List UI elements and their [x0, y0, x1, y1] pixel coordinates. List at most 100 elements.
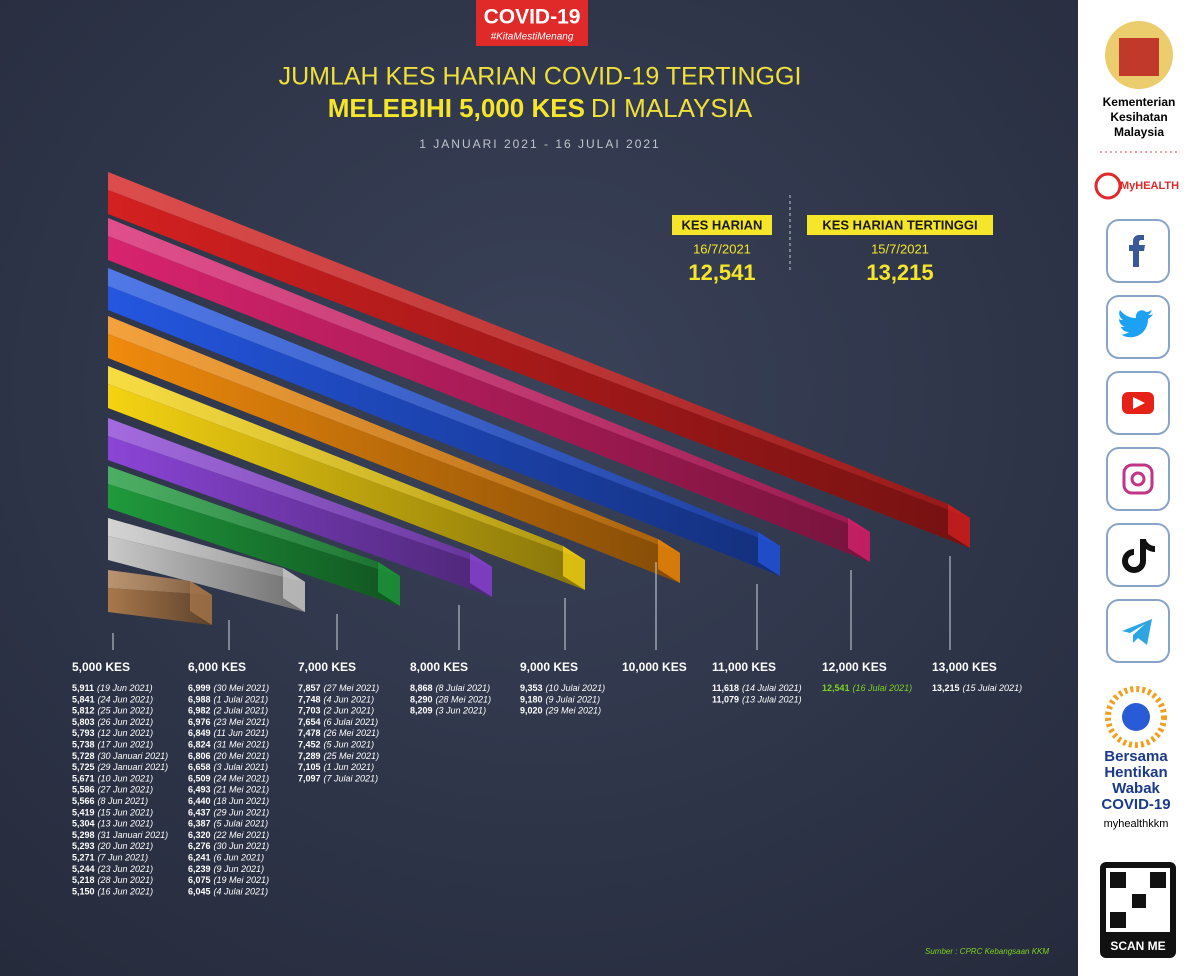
- bar-front-shade: [108, 334, 680, 583]
- bar-end: [848, 518, 870, 562]
- stat-date: 15/7/2021: [871, 241, 929, 256]
- entry-date: (13 Jun 2021): [98, 819, 154, 829]
- qr-eye: [1110, 872, 1126, 888]
- entry: 5,244 (23 Jun 2021): [72, 864, 153, 874]
- badge: [476, 0, 588, 46]
- entry-date: (7 Jun 2021): [98, 853, 149, 863]
- entry-date: (30 Januari 2021): [98, 751, 169, 761]
- campaign-2: Hentikan: [1104, 764, 1167, 781]
- entry: 5,271 (7 Jun 2021): [72, 853, 148, 863]
- telegram-glyph: [1122, 619, 1152, 645]
- entry: 5,566 (8 Jun 2021): [72, 796, 148, 806]
- column-label: 5,000 KES: [72, 660, 130, 674]
- entry: 6,849 (11 Jun 2021): [188, 729, 268, 739]
- crest-shield: [1119, 38, 1159, 76]
- entry: 6,999 (30 Mei 2021): [188, 683, 269, 693]
- instagram-glyph: [1122, 463, 1154, 495]
- bar-end: [658, 539, 680, 583]
- campaign-1: Bersama: [1104, 748, 1168, 765]
- entry: 11,618 (14 Julai 2021): [712, 683, 802, 693]
- social-icon: [1106, 523, 1170, 587]
- entry-date: (30 Jun 2021): [214, 842, 270, 852]
- bar-top-shade: [108, 466, 400, 576]
- entry-cases: 6,976: [188, 717, 211, 727]
- entry-cases: 6,999: [188, 683, 211, 693]
- entry-date: (6 Julai 2021): [324, 717, 379, 727]
- entry-date: (2 Julai 2021): [214, 706, 269, 716]
- bar-front-shade: [108, 536, 305, 612]
- entry: 6,988 (1 Julai 2021): [188, 695, 268, 705]
- entry: 7,857 (27 Mei 2021): [298, 683, 379, 693]
- bar-end: [758, 532, 780, 576]
- entry-cases: 5,738: [72, 740, 95, 750]
- entry: 6,806 (20 Mei 2021): [188, 751, 269, 761]
- entry-cases: 6,988: [188, 695, 211, 705]
- column-label: 8,000 KES: [410, 660, 468, 674]
- column-label: 11,000 KES: [712, 660, 776, 674]
- bar-top-shade: [108, 366, 585, 560]
- entry: 7,703 (2 Jun 2021): [298, 706, 374, 716]
- entry-cases: 5,244: [72, 864, 95, 874]
- entry: 5,911 (19 Jun 2021): [72, 683, 153, 693]
- entry-date: (9 Julai 2021): [546, 695, 601, 705]
- entry-cases: 5,419: [72, 808, 95, 818]
- bar-front-shade: [108, 588, 212, 625]
- stat-value: 13,215: [866, 260, 933, 285]
- entry-cases: 7,654: [298, 717, 321, 727]
- campaign-logo-core: [1122, 703, 1150, 731]
- bar-end: [948, 504, 970, 548]
- stat-date: 16/7/2021: [693, 241, 751, 256]
- entry: 6,387 (5 Julai 2021): [188, 819, 268, 829]
- entry-cases: 5,812: [72, 706, 95, 716]
- entry: 6,437 (29 Jun 2021): [188, 808, 269, 818]
- bar-end: [283, 568, 305, 612]
- entry-date: (5 Julai 2021): [214, 819, 269, 829]
- entry-date: (4 Jun 2021): [324, 695, 375, 705]
- scan-me: SCAN ME: [1110, 939, 1165, 953]
- bar-end: [470, 553, 492, 597]
- entry: 5,304 (13 Jun 2021): [72, 819, 153, 829]
- entry: 6,440 (18 Jun 2021): [188, 796, 269, 806]
- stat-label-box: [672, 215, 772, 235]
- entry: 5,803 (26 Jun 2021): [72, 717, 153, 727]
- entry: 5,841 (24 Jun 2021): [72, 695, 153, 705]
- entry-cases: 6,320: [188, 830, 211, 840]
- entry: 5,586 (27 Jun 2021): [72, 785, 153, 795]
- entry: 7,105 (1 Jun 2021): [298, 762, 374, 772]
- column-label: 9,000 KES: [520, 660, 578, 674]
- entry-date: (21 Mei 2021): [214, 785, 270, 795]
- column-label: 13,000 KES: [932, 660, 997, 674]
- entry-cases: 5,150: [72, 887, 95, 897]
- entry: 6,493 (21 Mei 2021): [188, 785, 269, 795]
- bar-end: [378, 562, 400, 606]
- entry: 5,419 (15 Jun 2021): [72, 808, 153, 818]
- entry: 6,982 (2 Julai 2021): [188, 706, 268, 716]
- entry-date: (16 Julai 2021): [853, 683, 913, 693]
- entry: 5,738 (17 Jun 2021): [72, 740, 153, 750]
- entry-date: (23 Mei 2021): [214, 717, 270, 727]
- bar-end: [190, 581, 212, 625]
- entry-cases: 9,353: [520, 683, 543, 693]
- entry-cases: 7,105: [298, 762, 321, 772]
- qr-dots: [1132, 894, 1146, 908]
- entry: 9,353 (10 Julai 2021): [520, 683, 605, 693]
- entry: 8,209 (3 Jun 2021): [410, 706, 486, 716]
- entry: 7,654 (6 Julai 2021): [298, 717, 378, 727]
- entry-date: (15 Julai 2021): [963, 683, 1023, 693]
- entry: 6,976 (23 Mei 2021): [188, 717, 269, 727]
- source: Sumber : CPRC Kebangsaan KKM: [925, 947, 1049, 956]
- entry-cases: 7,703: [298, 706, 321, 716]
- bar-front-shade: [108, 236, 870, 562]
- entry-date: (30 Mei 2021): [214, 683, 270, 693]
- entry-date: (6 Jun 2021): [214, 853, 265, 863]
- entry: 7,289 (25 Mei 2021): [298, 751, 379, 761]
- myhealth-logo: [1094, 172, 1122, 200]
- entry-date: (17 Jun 2021): [98, 740, 154, 750]
- entry-date: (18 Jun 2021): [214, 796, 270, 806]
- stat-value: 12,541: [688, 260, 755, 285]
- stat-label: KES HARIAN TERTINGGI: [822, 217, 977, 232]
- entry-date: (26 Jun 2021): [98, 717, 154, 727]
- entry-date: (25 Jun 2021): [98, 706, 154, 716]
- entry: 7,097 (7 Julai 2021): [298, 774, 378, 784]
- bar-top-shade: [108, 172, 970, 518]
